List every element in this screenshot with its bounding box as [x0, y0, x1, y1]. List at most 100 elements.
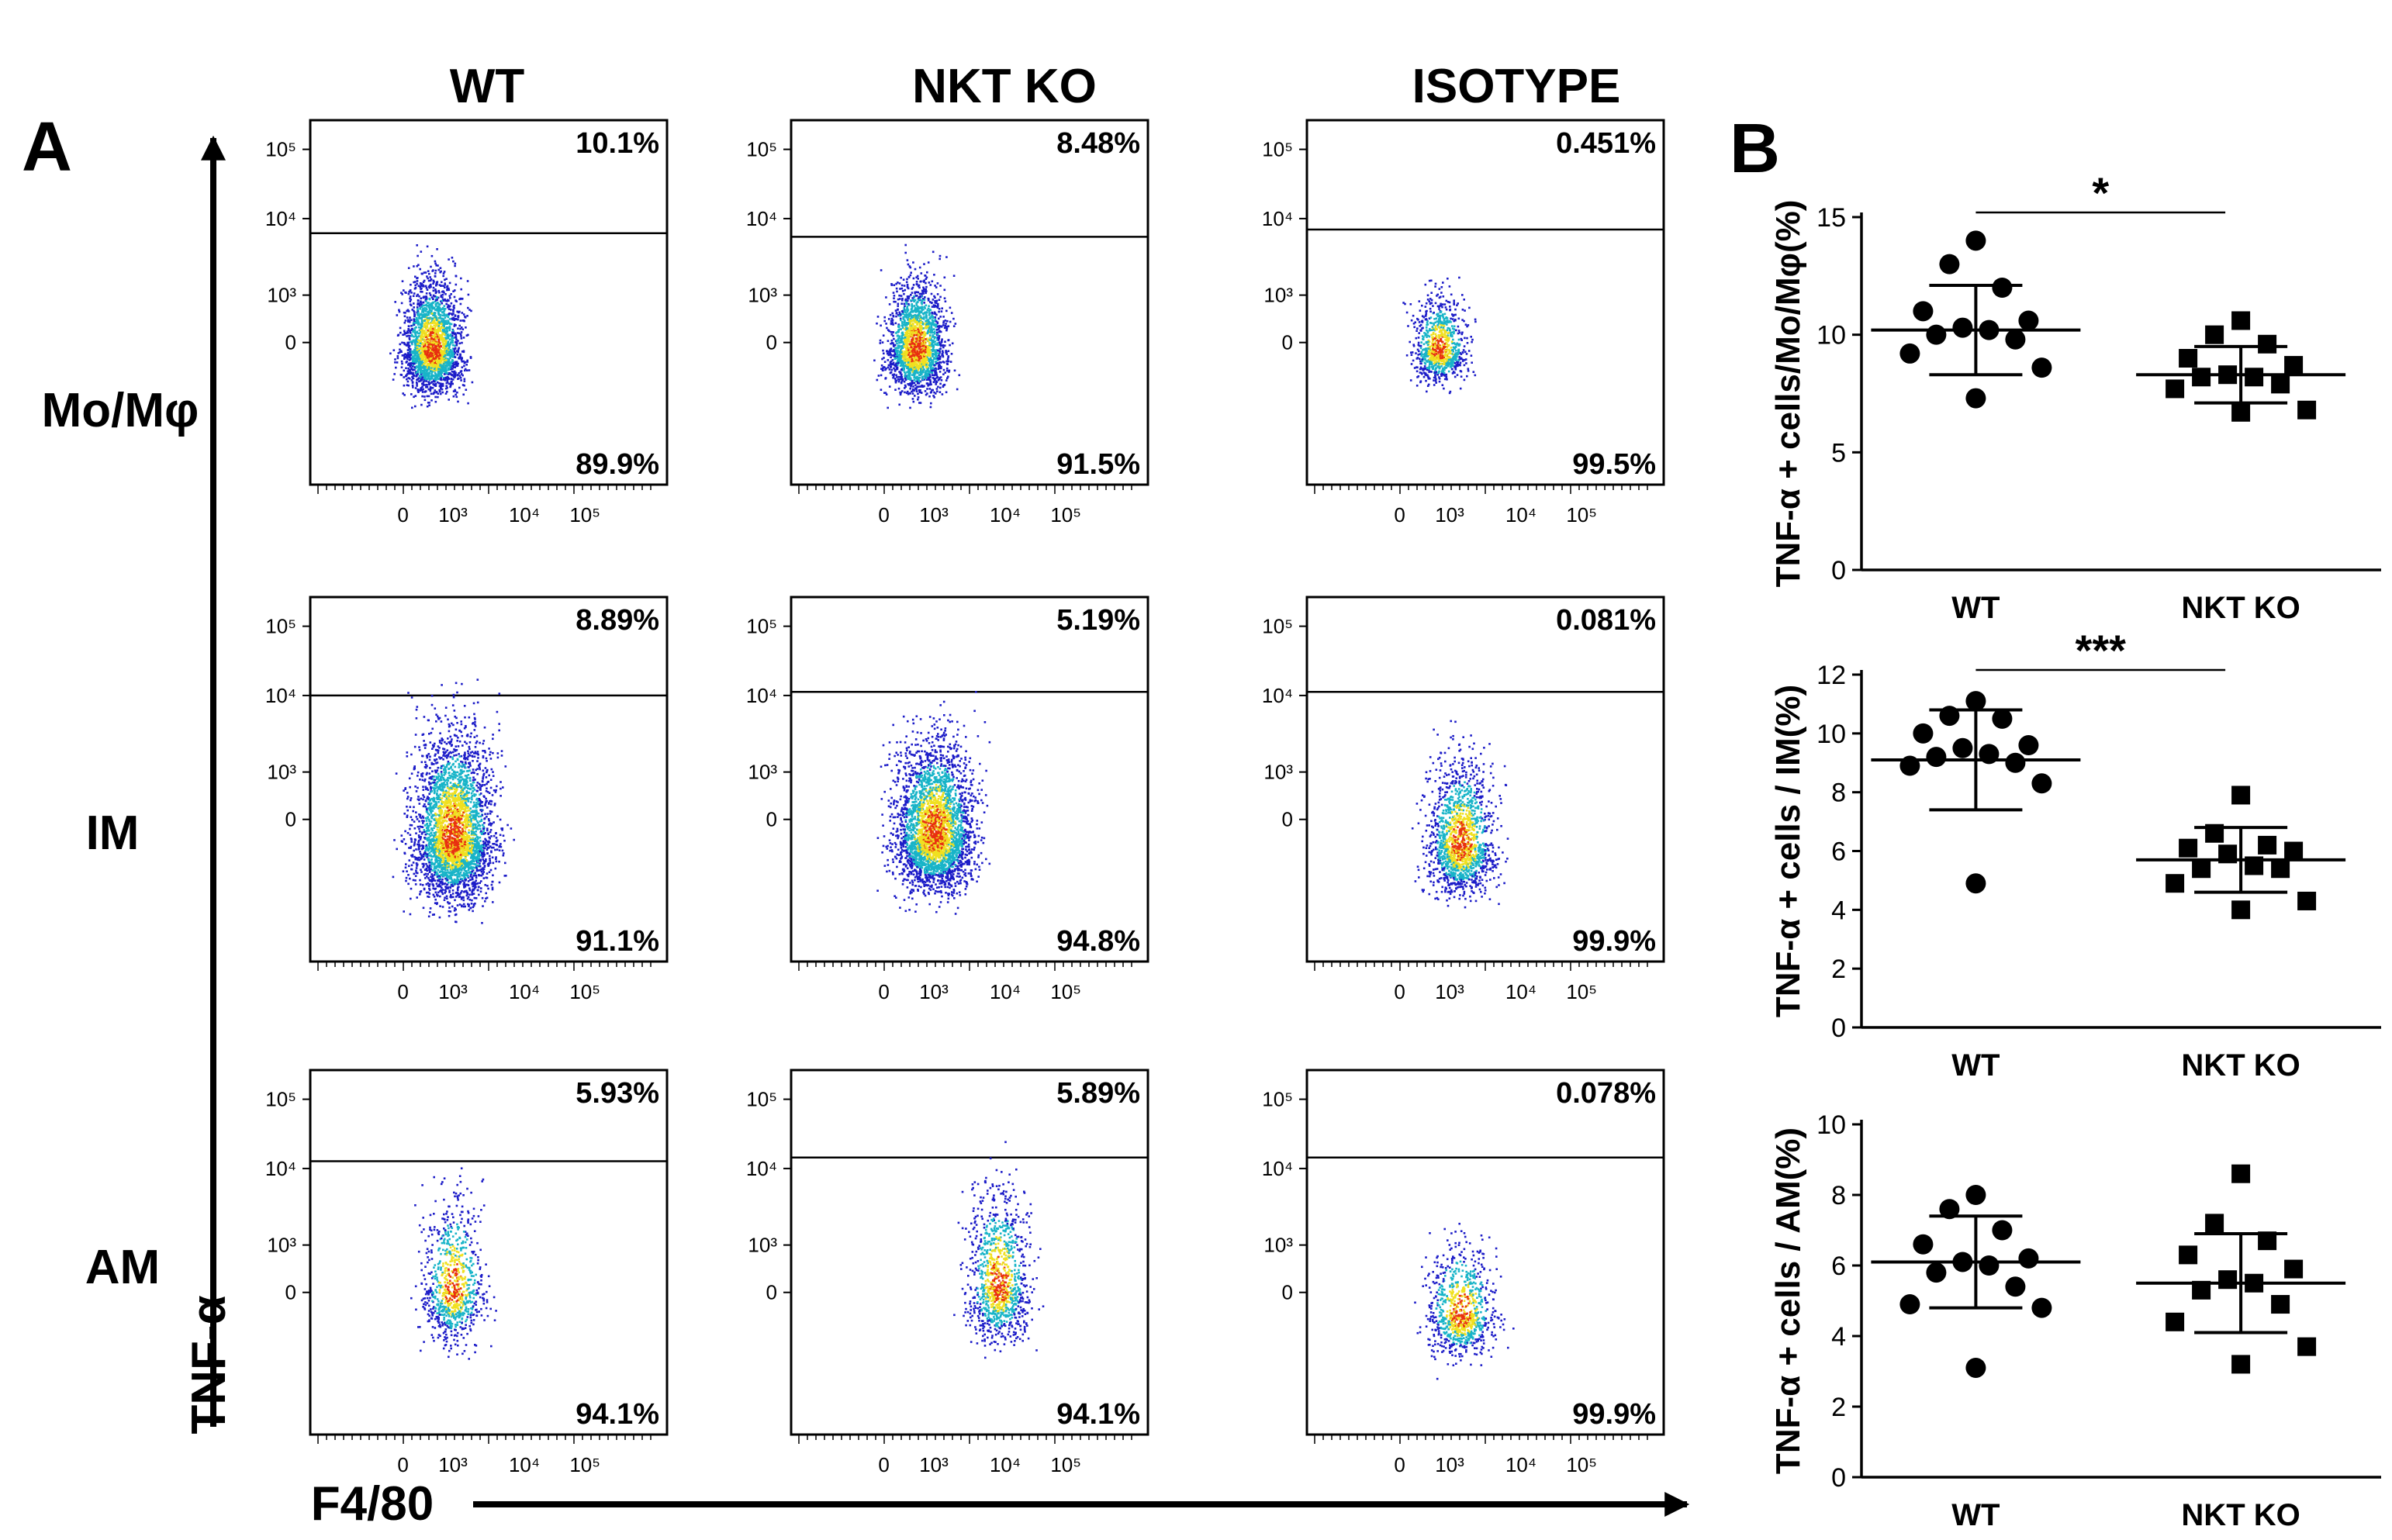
upper-gate-percent: 8.89%: [576, 604, 659, 637]
x-tick-label: 10⁵: [1566, 980, 1597, 1003]
data-point: [2231, 311, 2251, 330]
y-tick-label: 10³: [748, 1234, 777, 1257]
upper-gate-percent: 0.078%: [1556, 1077, 1656, 1110]
x-tick-label: 0: [1394, 980, 1405, 1003]
data-point: [2031, 1297, 2052, 1318]
x-tick-label: 0: [878, 503, 889, 527]
series-wt: [1871, 1185, 2081, 1378]
x-tick-label: 10⁵: [1566, 1453, 1597, 1476]
dot-plot-panel: 0 2 4 6 8 10 TNF-α + cells / AM(%) WT NKT KO: [1769, 1110, 2381, 1532]
facs-panel: 5.89% 94.1% 10⁵ 10⁴ 10³ 0 0 10³ 10⁴ 10⁵: [746, 1069, 1149, 1476]
data-point: [2179, 838, 2198, 858]
data-point: [2166, 1312, 2185, 1331]
x-tick-label: 10⁵: [569, 503, 600, 527]
facs-frame: [1305, 119, 1665, 486]
x-tick-label: 10⁴: [509, 980, 540, 1003]
x-tick-label: 10³: [438, 503, 468, 527]
facs-frame: [309, 596, 669, 963]
lower-gate-percent: 99.9%: [1572, 1398, 1656, 1431]
x-tick-label: WT: [1951, 1498, 2000, 1532]
x-tick-label: 0: [878, 1453, 889, 1476]
y-tick-label: 10⁴: [1262, 1157, 1293, 1180]
data-point: [2005, 1276, 2026, 1297]
x-tick-label: NKT KO: [2181, 1048, 2300, 1082]
data-point: [2258, 835, 2277, 855]
data-point: [2031, 357, 2052, 378]
x-tick-label: 10⁴: [990, 503, 1021, 527]
row-label-mo-mphi: Mo/Mφ: [42, 384, 199, 437]
data-point: [1939, 254, 1960, 275]
data-point: [2231, 786, 2251, 805]
dot-plot-panel: 0 2 4 6 8 10 12 TNF-α + cells / IM(%) WT NKT KO **…: [1769, 626, 2381, 1082]
upper-gate-percent: 5.93%: [576, 1077, 659, 1110]
data-point: [2271, 1295, 2290, 1314]
series-nkt-ko: [2136, 1164, 2346, 1374]
x-tick-label: 10⁴: [1505, 1453, 1536, 1476]
data-point: [1899, 1294, 1920, 1315]
y-tick-label: 10³: [748, 761, 777, 784]
data-point: [2284, 841, 2304, 861]
x-tick-label: WT: [1951, 1048, 2000, 1082]
lower-gate-percent: 94.8%: [1056, 925, 1140, 958]
lower-gate-percent: 89.9%: [576, 448, 659, 481]
y-tick-label: 10: [1816, 720, 1846, 749]
facs-panel: 10.1% 89.9% 10⁵ 10⁴ 10³ 0 0 10³ 10⁴ 10⁵: [265, 119, 669, 527]
y-tick-label: 0: [1831, 556, 1846, 585]
y-tick-label: 10³: [1263, 761, 1293, 784]
data-point: [1939, 1199, 1960, 1220]
x-tick-label: 10³: [919, 980, 949, 1003]
lower-gate-percent: 99.9%: [1572, 925, 1656, 958]
data-point: [1913, 301, 1934, 322]
x-tick-label: 0: [397, 503, 408, 527]
data-point: [2231, 900, 2251, 920]
y-tick-label: 0: [1831, 1013, 1846, 1043]
upper-gate-percent: 8.48%: [1056, 127, 1140, 160]
data-point: [1952, 737, 1973, 758]
series-nkt-ko: [2136, 786, 2346, 920]
y-tick-label: 2: [1831, 1393, 1846, 1422]
x-tick-label: 10⁵: [1050, 980, 1081, 1003]
y-axis-title: TNF-α: [182, 1295, 236, 1434]
dot-plot-panel: 0 5 10 15 TNF-α + cells/Mo/Mφ(%) WT NKT KO *: [1769, 168, 2381, 625]
lower-gate-percent: 99.5%: [1572, 448, 1656, 481]
y-tick-label: 10⁵: [746, 615, 777, 638]
data-point: [1965, 691, 1986, 712]
data-point: [2231, 402, 2251, 422]
y-tick-label: 0: [1282, 1281, 1293, 1304]
y-tick-label: 10: [1816, 1110, 1846, 1140]
series-wt: [1871, 230, 2081, 409]
data-point: [1965, 388, 1986, 409]
data-point: [2205, 325, 2224, 344]
y-tick-label: 10³: [267, 761, 296, 784]
event-cloud: [953, 1141, 1045, 1359]
data-point: [1965, 873, 1986, 894]
facs-frame: [1305, 1069, 1665, 1436]
data-point: [2297, 1337, 2317, 1356]
event-cloud: [389, 244, 474, 409]
y-tick-label: 0: [1282, 331, 1293, 354]
x-tick-label: 10⁴: [990, 1453, 1021, 1476]
x-tick-label: 10³: [919, 503, 949, 527]
x-tick-label: 10⁵: [1050, 1453, 1081, 1476]
y-tick-label: 12: [1816, 661, 1846, 690]
y-tick-label: 10⁴: [746, 684, 777, 707]
y-tick-label: 10⁵: [265, 1088, 296, 1111]
data-point: [1965, 1185, 1986, 1205]
data-point: [1926, 1262, 1947, 1283]
data-point: [1965, 1357, 1986, 1378]
x-tick-label: 10³: [438, 1453, 468, 1476]
x-tick-label: WT: [1951, 591, 2000, 625]
x-tick-label: 10⁴: [990, 980, 1021, 1003]
facs-frame: [790, 596, 1149, 963]
y-tick-label: 0: [766, 331, 777, 354]
facs-frame: [309, 119, 669, 486]
data-point: [1979, 1255, 2000, 1276]
data-point: [2218, 1270, 2238, 1290]
x-tick-label: 10⁴: [509, 503, 540, 527]
upper-gate-percent: 5.89%: [1056, 1077, 1140, 1110]
facs-frame: [790, 119, 1149, 486]
data-point: [1992, 278, 2013, 298]
x-tick-label: 0: [397, 1453, 408, 1476]
y-tick-label: 10⁵: [265, 138, 296, 161]
